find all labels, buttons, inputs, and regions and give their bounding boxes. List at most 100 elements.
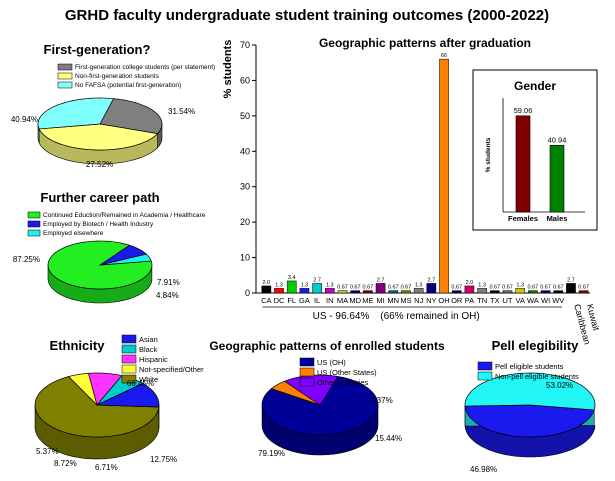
pie-value-label-non-pell-eligible-students: 53.02% [546,381,573,390]
annotation-remained-oh: (66% remained in OH) [380,311,479,322]
gender-title: Gender [514,79,556,93]
bar-value-label-ut: 0.67 [502,285,513,291]
pie-value-label-employed-by-biotech-health-industry: 7.91% [157,278,180,287]
bar-value-label-in: 1.3 [326,282,334,288]
bar-chart-geography-after-graduation: Geographic patterns after graduation 0 10 2… [222,36,602,346]
x-tick-label-ny: NY [426,296,436,305]
y-tick-label: 20 [240,217,250,227]
gender-y-axis-label: % students [485,137,492,172]
bar-chart-gender: Gender % students 59.06 Females 40.94 Males [472,69,598,231]
x-tick-label-or: OR [451,296,463,305]
legend-label-us-oh: US (OH) [317,358,346,367]
legend-swatch-no-fafsa-potential-first-generation [57,81,73,89]
bar-value-label-ms: 0.67 [401,285,412,291]
pie-value-label-asian: 12.75% [150,455,177,464]
pie-value-label-black: 6.71% [95,463,118,472]
legend-swatch-continued-eduction-remained-in-academia-healthcare [27,211,41,219]
y-axis-label: % students [222,40,234,99]
bar-dc [274,288,284,294]
x-tick-label-pa: PA [465,296,474,305]
x-tick-label-ga: GA [299,296,310,305]
legend-label-no-fafsa-potential-first-generation: No FAFSA (potential first-generation) [75,82,181,89]
legend-swatch-employed-by-biotech-health-industry [27,220,41,228]
x-tick-label-ma: MA [337,296,348,305]
gender-value-label-males: 40.94 [548,135,567,144]
bar-value-label-tx: 0.67 [489,285,500,291]
pie-chart-first-generation: First-generation? First-generation colleg… [11,42,215,169]
gender-value-label-females: 59.06 [514,106,533,115]
pie-value-label-employed-elsewhere: 4.84% [156,291,179,300]
bar-mi [375,283,386,294]
bar-mn [388,290,399,294]
bar-value-label-va: 1.3 [516,282,524,288]
legend-label-non-pell-eligible-students: Non-pell eligible students [495,372,579,381]
y-tick-label: 50 [240,111,250,121]
pie-value-label-other-countries: 15.44% [375,434,402,443]
legend-swatch-white [121,374,137,384]
legend-swatch-pell-eligible-students [477,361,493,371]
pie-slice-no-fafsa-potential-first-generation [37,97,115,130]
pie-value-label-us-oh: 79.19% [258,449,285,458]
x-tick-label-tn: TN [477,296,487,305]
pie-chart-pell: Pell elegibility Pell eligible studentsNo… [464,338,596,474]
pie-slice-non-pell-eligible-students [464,372,596,411]
x-tick-label-oh: OH [438,296,449,305]
pie-value-label-non-first-generation-students: 40.94% [11,115,38,124]
pie-value-label-white: 66.45% [127,379,154,388]
x-tick-label-mi: MI [376,296,384,305]
legend-label-first-generation-college-students-per-statement: First-generation college students (per s… [75,64,215,71]
legend-swatch-hispanic [121,354,137,364]
pie-title: Ethnicity [50,338,106,353]
legend-label-white: White [139,375,158,384]
bar-value-label-fl: 3.4 [288,275,296,281]
bar-ut [502,290,513,294]
bar-kuwait [578,290,589,294]
legend-swatch-us-oh [299,357,315,367]
bar-ny [426,283,437,294]
pie-slice-hispanic [88,372,123,406]
legend-swatch-black [121,344,137,354]
bar-value-label-ma: 0.67 [337,285,348,291]
legend-label-other-countries: Other countries [317,378,369,387]
bar-value-label-il: 2.7 [313,277,321,283]
legend-swatch-non-first-generation-students [57,72,73,80]
bar-value-label-oh: 66 [441,53,447,59]
pie-title: Pell elegibility [492,338,579,353]
legend-swatch-other-countries [299,377,315,387]
x-tick-label-wv: WV [552,296,564,305]
gender-bar-males [549,145,565,213]
legend-label-black: Black [139,345,158,354]
x-tick-label-md: MD [349,296,361,305]
bar-md [350,290,361,294]
bar-in [324,288,335,294]
legend-swatch-us-other-states [299,367,315,377]
y-tick-label: 70 [240,40,250,50]
bar-value-label-kuwait: 0.67 [578,285,589,291]
bar-value-label-mi: 2.7 [377,277,385,283]
bar-il [312,283,322,294]
pie-slice-asian [96,383,160,408]
bar-wa [528,290,538,294]
bar-wi [540,290,551,294]
legend-label-us-other-states: US (Other States) [317,368,377,377]
bar-value-label-wi: 0.67 [540,285,551,291]
x-tick-label-in: IN [326,296,334,305]
annotation-us-total: US - 96.64% [313,311,370,322]
legend-label-hispanic: Hispanic [139,355,168,364]
bar-value-label-caribbean: 2.7 [567,277,575,283]
pie-slice-white [34,376,160,438]
bar-tn [477,288,487,294]
gender-inset-frame [472,69,598,231]
bar-value-label-me: 0.67 [363,285,374,291]
bar-value-label-wa: 0.67 [528,285,539,291]
bar-nj [413,288,424,294]
pie-slice-first-generation-college-students-per-statement [99,98,163,134]
pie-chart-enrolled-geography: Geographic patterns of enrolled students… [209,339,445,458]
legend-swatch-first-generation-college-students-per-statement [57,63,73,71]
bar-caribbean [566,283,576,294]
y-tick-label: 40 [240,146,250,156]
gender-x-label-females: Females [508,214,538,223]
bar-chart-title: Geographic patterns after graduation [319,36,531,50]
pie-title: First-generation? [44,42,151,57]
